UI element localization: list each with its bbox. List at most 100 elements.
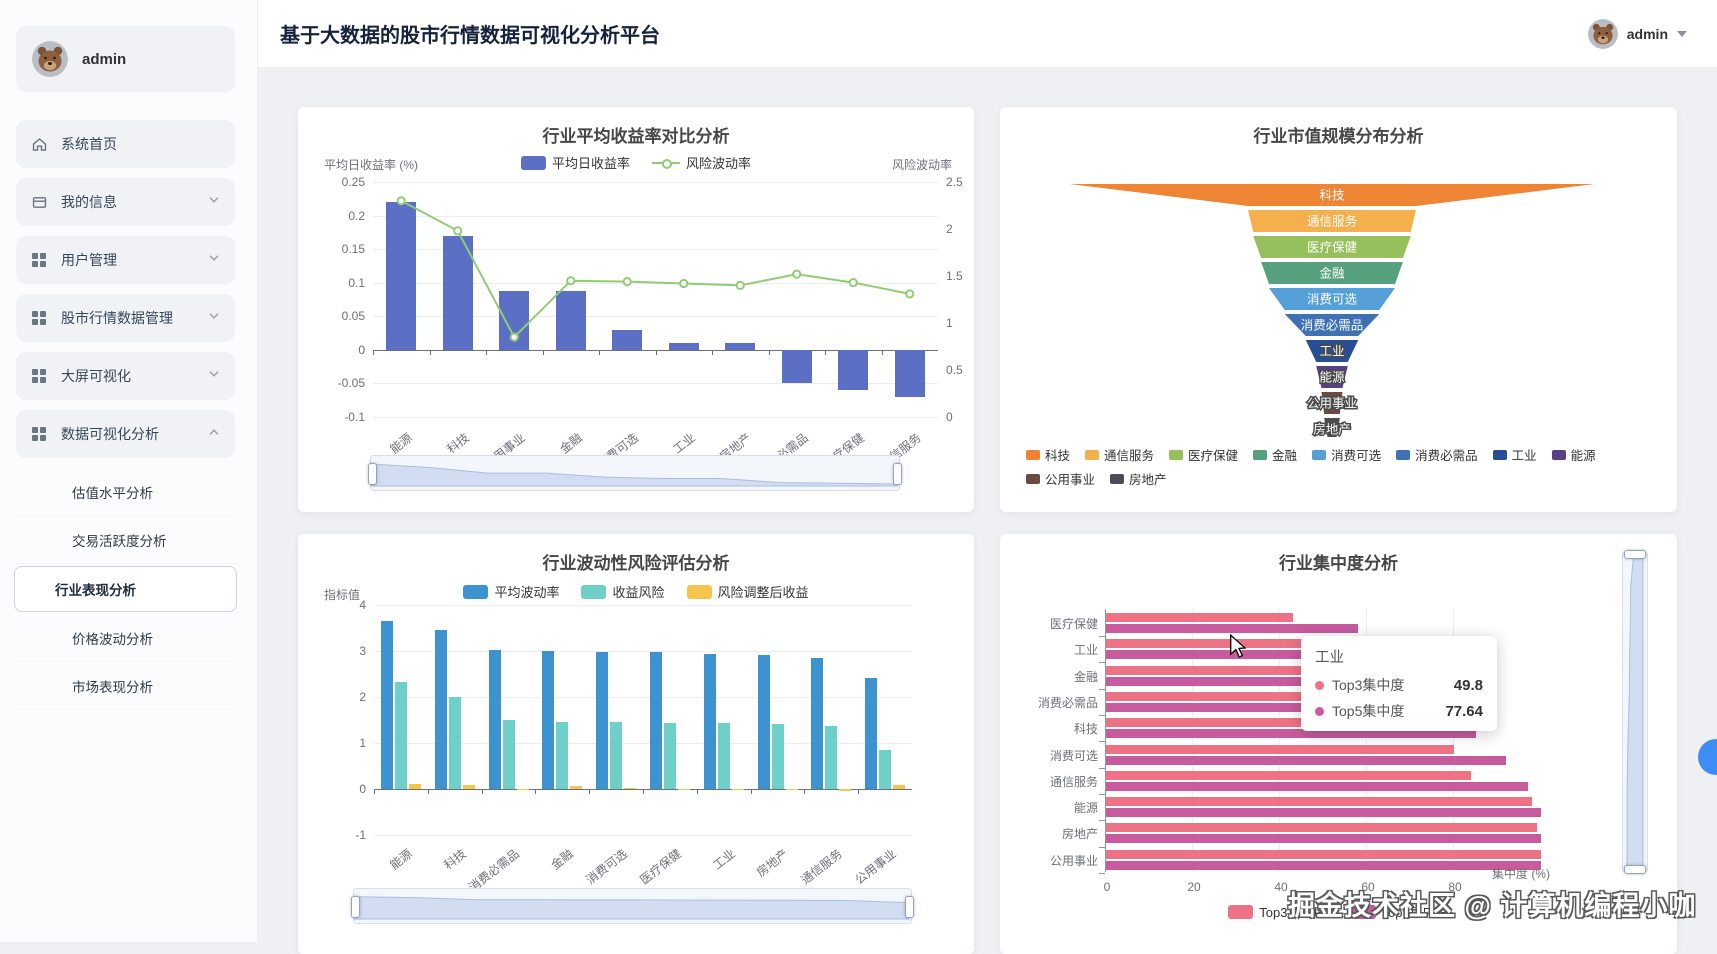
datazoom-slider[interactable] xyxy=(368,455,902,491)
sidebar-item-1[interactable]: 我的信息 xyxy=(16,178,235,226)
legend-item[interactable]: 能源 xyxy=(1551,445,1596,464)
bar-房地产-收益风险[interactable] xyxy=(771,723,784,789)
bar-消费必需品-收益风险[interactable] xyxy=(502,720,515,789)
datazoom-handle[interactable] xyxy=(905,896,914,918)
legend-item[interactable]: Top3集中度 xyxy=(1228,902,1327,921)
datazoom-handle[interactable] xyxy=(893,463,902,485)
funnel-layer-通信服务[interactable] xyxy=(1248,210,1416,232)
legend-item[interactable]: 通信服务 xyxy=(1085,445,1154,464)
legend-item[interactable]: 公用事业 xyxy=(1026,469,1095,488)
bar-工业-收益风险[interactable] xyxy=(717,723,730,789)
funnel-layer-医疗保健[interactable] xyxy=(1253,236,1411,258)
legend-item[interactable]: 消费可选 xyxy=(1312,445,1381,464)
hbar-工业-top5[interactable] xyxy=(1106,650,1444,660)
legend-item[interactable]: 风险波动率 xyxy=(652,153,751,172)
datazoom-slider[interactable] xyxy=(351,888,914,924)
funnel-layer-工业[interactable] xyxy=(1305,340,1359,362)
hbar-消费必需品-top5[interactable] xyxy=(1106,702,1472,712)
bar-公用事业-风险调整后收益[interactable] xyxy=(893,785,906,789)
datazoom-handle[interactable] xyxy=(1624,550,1646,559)
hbar-能源-top3[interactable] xyxy=(1106,797,1533,807)
sidebar-item-2[interactable]: 用户管理 xyxy=(16,236,235,284)
bar-金融-风险调整后收益[interactable] xyxy=(570,785,583,789)
bar-消费可选-收益风险[interactable] xyxy=(610,722,623,789)
sidebar-item-3[interactable]: 股市行情数据管理 xyxy=(16,294,235,342)
sidebar-user-card[interactable]: admin xyxy=(16,26,235,92)
bar-消费必需品[interactable] xyxy=(781,349,812,384)
hbar-医疗保健-top3[interactable] xyxy=(1106,613,1294,622)
sidebar-subitem-0[interactable]: 估值水平分析 xyxy=(16,468,235,516)
hbar-房地产-top5[interactable] xyxy=(1106,834,1541,844)
hbar-公用事业-top5[interactable] xyxy=(1106,860,1541,870)
funnel-layer-房地产[interactable] xyxy=(1324,418,1340,437)
hbar-消费可选-top3[interactable] xyxy=(1106,744,1454,754)
bar-消费可选[interactable] xyxy=(612,329,643,350)
legend-item[interactable]: 收益风险 xyxy=(581,582,665,601)
bar-金融[interactable] xyxy=(555,290,586,350)
bar-消费可选-风险调整后收益[interactable] xyxy=(624,787,637,789)
hbar-金融-top3[interactable] xyxy=(1106,665,1337,675)
legend-item[interactable]: 房地产 xyxy=(1110,469,1167,488)
bar-消费可选-平均波动率[interactable] xyxy=(596,651,609,789)
bar-房地产-风险调整后收益[interactable] xyxy=(785,788,798,790)
user-menu[interactable]: admin xyxy=(1587,18,1687,49)
hbar-公用事业-top3[interactable] xyxy=(1106,849,1541,859)
hbar-科技-top5[interactable] xyxy=(1106,729,1476,739)
bar-工业-风险调整后收益[interactable] xyxy=(731,788,744,790)
hbar-通信服务-top3[interactable] xyxy=(1106,770,1472,780)
bar-能源-收益风险[interactable] xyxy=(394,682,407,789)
bar-科技-收益风险[interactable] xyxy=(448,696,461,789)
funnel-layer-科技[interactable] xyxy=(1069,184,1595,206)
bar-医疗保健[interactable] xyxy=(838,349,869,391)
sidebar-item-0[interactable]: 系统首页 xyxy=(16,120,235,168)
funnel-layer-金融[interactable] xyxy=(1261,262,1403,284)
floating-button[interactable] xyxy=(1698,739,1717,775)
funnel-layer-消费必需品[interactable] xyxy=(1284,314,1380,336)
hbar-科技-top3[interactable] xyxy=(1106,718,1428,728)
bar-公用事业-收益风险[interactable] xyxy=(879,749,892,789)
datazoom-handle[interactable] xyxy=(1624,865,1646,874)
bar-消费必需品-平均波动率[interactable] xyxy=(488,650,501,789)
hbar-能源-top5[interactable] xyxy=(1106,808,1541,818)
bar-医疗保健-风险调整后收益[interactable] xyxy=(677,789,690,790)
funnel-layer-公用事业[interactable] xyxy=(1321,392,1343,414)
bar-通信服务[interactable] xyxy=(894,349,925,397)
legend-item[interactable]: 科技 xyxy=(1026,445,1070,464)
bar-工业-平均波动率[interactable] xyxy=(703,654,716,789)
legend-item[interactable]: 医疗保健 xyxy=(1169,445,1238,464)
legend-item[interactable]: 金融 xyxy=(1253,445,1297,464)
sidebar-item-5[interactable]: 数据可视化分析 xyxy=(16,410,235,458)
bar-公用事业[interactable] xyxy=(499,290,530,350)
bar-工业[interactable] xyxy=(668,343,699,350)
bar-医疗保健-收益风险[interactable] xyxy=(663,723,676,789)
bar-能源-平均波动率[interactable] xyxy=(380,621,393,789)
hbar-工业-top3[interactable] xyxy=(1106,639,1323,649)
bar-金融-平均波动率[interactable] xyxy=(542,650,555,789)
bar-消费必需品-风险调整后收益[interactable] xyxy=(516,789,529,790)
sidebar-subitem-3[interactable]: 价格波动分析 xyxy=(16,614,235,662)
bar-房地产[interactable] xyxy=(725,343,756,350)
bar-科技-风险调整后收益[interactable] xyxy=(462,784,475,789)
hbar-金融-top5[interactable] xyxy=(1106,676,1450,686)
legend-item[interactable]: 平均波动率 xyxy=(463,582,559,601)
funnel-layer-消费可选[interactable] xyxy=(1269,288,1395,310)
sidebar-subitem-2[interactable]: 行业表现分析 xyxy=(14,566,237,612)
hbar-消费必需品-top3[interactable] xyxy=(1106,691,1354,701)
legend-item[interactable]: 风险调整后收益 xyxy=(686,582,809,601)
sidebar-subitem-4[interactable]: 市场表现分析 xyxy=(16,662,235,710)
bar-公用事业-平均波动率[interactable] xyxy=(865,678,878,789)
bar-通信服务-收益风险[interactable] xyxy=(825,725,838,789)
bar-科技[interactable] xyxy=(442,235,473,350)
legend-item[interactable]: 平均日收益率 xyxy=(520,153,630,172)
bar-科技-平均波动率[interactable] xyxy=(434,630,447,789)
hbar-通信服务-top5[interactable] xyxy=(1106,781,1528,791)
legend-item[interactable]: 消费必需品 xyxy=(1396,445,1478,464)
bar-金融-收益风险[interactable] xyxy=(556,721,569,789)
hbar-消费可选-top5[interactable] xyxy=(1106,755,1507,765)
hbar-医疗保健-top5[interactable] xyxy=(1106,624,1359,633)
sidebar-item-4[interactable]: 大屏可视化 xyxy=(16,352,235,400)
datazoom-slider[interactable] xyxy=(1622,550,1648,874)
legend-item[interactable]: Top5集中度 xyxy=(1350,902,1449,921)
sidebar-subitem-1[interactable]: 交易活跃度分析 xyxy=(16,516,235,564)
hbar-房地产-top3[interactable] xyxy=(1106,823,1537,833)
